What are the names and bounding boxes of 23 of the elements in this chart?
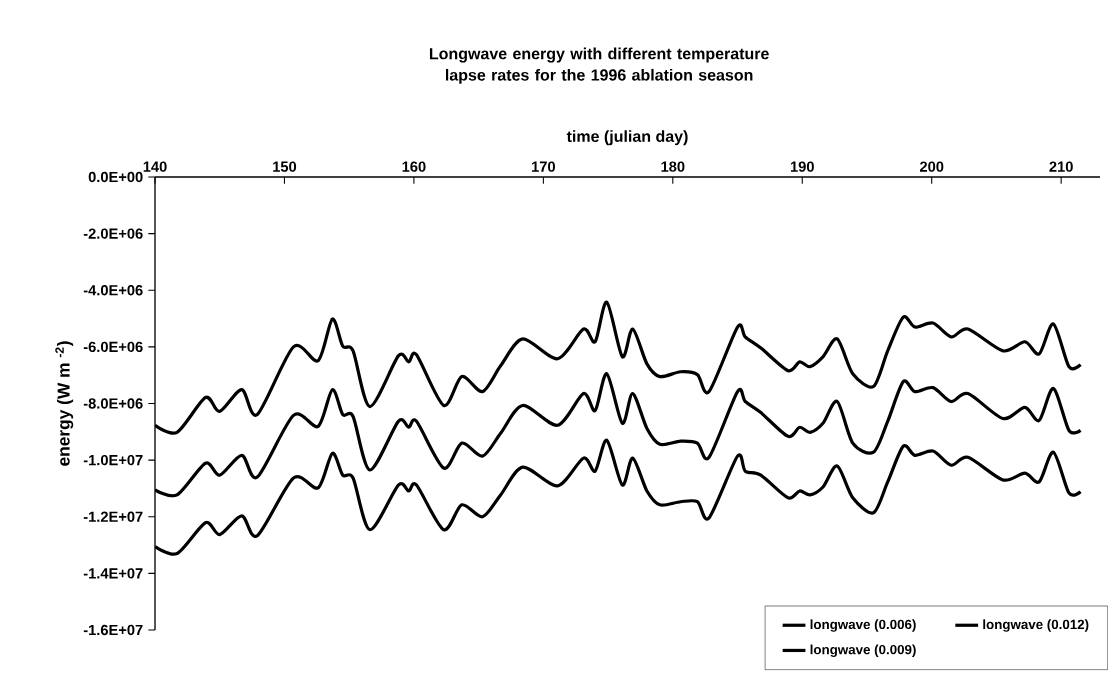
x-axis-title: time (julian day) (566, 130, 688, 146)
y-tick-label: -2.0E+06 (83, 228, 143, 239)
x-tick-label: 150 (273, 161, 297, 172)
x-tick-label: 180 (661, 161, 685, 172)
legend-label: longwave (0.012) (983, 619, 1089, 632)
x-tick-label: 140 (143, 161, 167, 172)
legend-label: longwave (0.006) (810, 619, 916, 632)
y-tick-label: -6.0E+06 (83, 341, 143, 353)
x-tick-label: 190 (790, 161, 814, 172)
y-tick-label: -1.2E+07 (83, 511, 143, 522)
y-tick-label: -1.4E+07 (83, 568, 143, 579)
x-tick-label: 170 (532, 161, 555, 172)
y-tick-label: -4.0E+06 (83, 285, 143, 296)
y-axis-title: energy (W m $^{-2}$) (55, 341, 74, 466)
x-tick-label: 160 (402, 161, 426, 172)
x-tick-label: 200 (919, 161, 944, 172)
chart-title: Longwave energy with different temperature lapse rates for the 1996 ablation season (429, 47, 769, 84)
x-tick-label: 210 (1049, 161, 1073, 172)
legend-label: longwave (0.009) (810, 644, 916, 658)
y-tick-label: -8.0E+06 (83, 398, 143, 409)
y-tick-label: -1.6E+07 (83, 624, 143, 636)
y-tick-label: 0.0E+00 (88, 171, 143, 183)
y-tick-label: -1.0E+07 (83, 454, 143, 466)
